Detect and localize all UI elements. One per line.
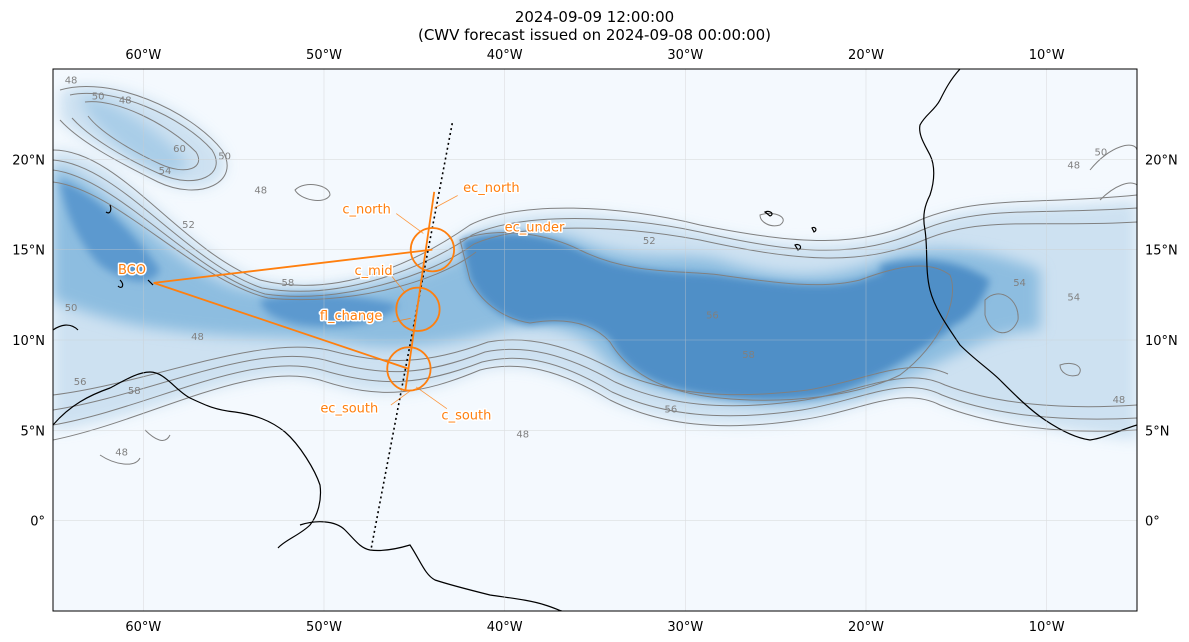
- flight-circle: [386, 346, 432, 392]
- lon-tick-label-top: 10°W: [1029, 48, 1065, 63]
- flight-labels: BCO c_north c_mid c_south ec_north ec_underfl…: [116, 179, 566, 425]
- label-leader: [415, 386, 448, 409]
- contour-labels: 5048486054504852565856485454485048485056…: [65, 75, 1126, 458]
- contour-label: 48: [65, 75, 78, 86]
- title-line-2: (CWV forecast issued on 2024-09-08 00:00…: [417, 26, 772, 44]
- contour-label: 50: [218, 151, 231, 162]
- lat-tick-label-left: 5°N: [21, 424, 46, 439]
- circle-label-north: c_north: [342, 203, 391, 218]
- contour-label: 58: [281, 278, 294, 289]
- contour-label: 52: [643, 236, 656, 247]
- lon-tick-label-top: 50°W: [306, 48, 342, 63]
- contour-label: 56: [74, 377, 87, 388]
- contour-label: 48: [1067, 160, 1080, 171]
- label-leader: [390, 274, 406, 294]
- contour-label: 48: [115, 448, 128, 459]
- contour-label: 54: [159, 166, 172, 177]
- lon-tick-label-top: 30°W: [667, 48, 703, 63]
- gridlines: [53, 69, 1137, 611]
- contour-label: 52: [182, 220, 195, 231]
- lon-tick-label-bottom: 20°W: [848, 620, 884, 635]
- contour-label: 50: [92, 92, 105, 103]
- contour-label: 48: [119, 95, 132, 106]
- contour-label: 50: [1094, 148, 1107, 159]
- plot-frame: [52, 68, 1138, 612]
- tick-labels: 60°W 60°W 50°W 50°W 40°W 40°W 30°W 30°W 20°W 20°W…: [12, 48, 1178, 635]
- contour-label: 54: [1013, 278, 1026, 289]
- label-leader: [390, 390, 411, 406]
- lat-tick-label-right: 5°N: [1145, 424, 1170, 439]
- lon-tick-label-bottom: 40°W: [487, 620, 523, 635]
- circle-label-south: c_south: [441, 408, 491, 423]
- lat-tick-label-left: 10°N: [12, 334, 45, 349]
- contour-label: 60: [173, 144, 186, 155]
- lon-tick-label-top: 60°W: [125, 48, 161, 63]
- label-leader: [434, 195, 458, 209]
- flight-plan: [153, 123, 458, 550]
- lat-tick-label-left: 20°N: [12, 153, 45, 168]
- contour-label: 48: [516, 430, 529, 441]
- contour-label: 48: [191, 332, 204, 343]
- contour-label: 50: [65, 303, 78, 314]
- lon-tick-label-bottom: 60°W: [125, 620, 161, 635]
- label-leader: [392, 317, 411, 323]
- lon-tick-label-top: 40°W: [487, 48, 523, 63]
- circle-label-mid: c_mid: [354, 264, 392, 279]
- contour-label: 48: [254, 186, 267, 197]
- leg-bco-south: [153, 282, 410, 370]
- leg-ec-straight: [404, 191, 436, 391]
- cwv-field: 5048486054504852565856485454485048485056…: [53, 69, 1137, 611]
- contour-label: 56: [665, 404, 678, 415]
- contour-label: 54: [1067, 292, 1080, 303]
- flight-circle: [395, 286, 441, 332]
- lon-tick-label-bottom: 50°W: [306, 620, 342, 635]
- contour-label: 48: [1113, 395, 1126, 406]
- lat-tick-label-left: 0°: [30, 515, 45, 530]
- label-leader: [396, 213, 424, 234]
- contour-label: 58: [742, 350, 755, 361]
- lat-tick-label-right: 0°: [1145, 515, 1160, 530]
- lat-tick-label-right: 20°N: [1145, 153, 1178, 168]
- contour-label: 56: [706, 310, 719, 321]
- contour-label: 58: [128, 386, 141, 397]
- lon-tick-label-top: 20°W: [848, 48, 884, 63]
- dotted-track: [370, 123, 454, 550]
- bco-label: BCO: [118, 263, 146, 278]
- waypoint-label: ec_north: [463, 181, 520, 196]
- lon-tick-label-bottom: 10°W: [1029, 620, 1065, 635]
- leg-bco-north: [153, 248, 433, 284]
- waypoint-label: ec_under: [505, 221, 565, 236]
- lat-tick-label-right: 10°N: [1145, 334, 1178, 349]
- waypoint-label: fl_change: [320, 309, 383, 324]
- lon-tick-label-bottom: 30°W: [667, 620, 703, 635]
- waypoint-label: ec_south: [320, 401, 378, 416]
- flight-circle: [409, 227, 455, 273]
- title-line-1: 2024-09-09 12:00:00: [514, 8, 675, 26]
- coastline: [53, 69, 1137, 611]
- lat-tick-label-left: 15°N: [12, 244, 45, 259]
- lat-tick-label-right: 15°N: [1145, 244, 1178, 259]
